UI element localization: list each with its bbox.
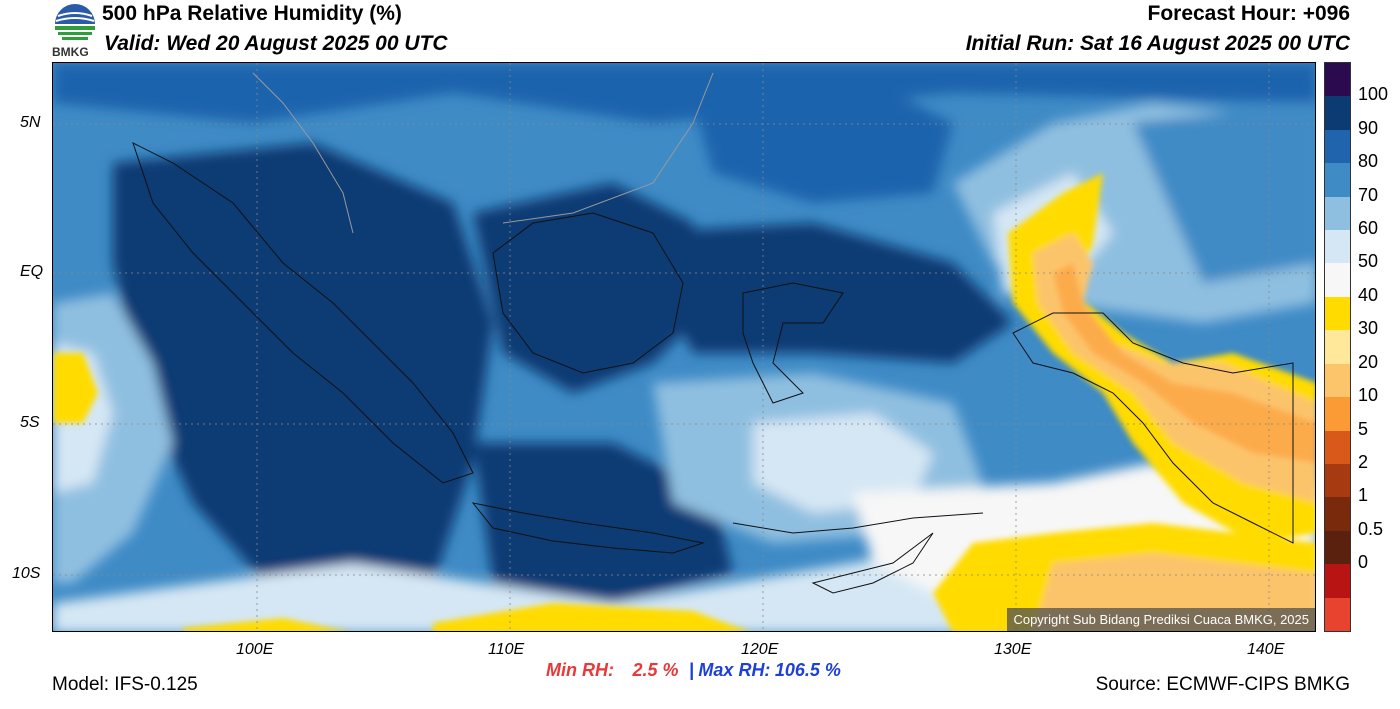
colorbar-segment — [1325, 230, 1350, 264]
colorbar-segment — [1325, 564, 1350, 599]
colorbar-segment — [1325, 597, 1350, 631]
colorbar-segment — [1325, 463, 1350, 498]
logo-text: BMKG — [52, 45, 89, 59]
colorbar-segment — [1325, 163, 1350, 198]
lat-tick-eq: EQ — [20, 263, 44, 280]
initial-run: Initial Run: Sat 16 August 2025 00 UTC — [965, 32, 1350, 55]
colorbar-label: 30 — [1358, 318, 1379, 339]
humidity-field — [53, 63, 1315, 631]
colorbar-label: 80 — [1358, 151, 1379, 172]
colorbar-label: 50 — [1358, 251, 1379, 272]
colorbar-label: 2 — [1358, 451, 1369, 472]
colorbar-segment — [1325, 530, 1350, 565]
colorbar-label: 90 — [1358, 117, 1379, 138]
stats-separator: | — [688, 660, 694, 680]
colorbar-label: 20 — [1358, 351, 1379, 372]
colorbar-segment — [1325, 497, 1350, 532]
colorbar-labels: 100 90 80 70 60 50 40 30 20 10 5 2 1 0.5 0 — [1354, 62, 1400, 632]
colorbar-label: 0.5 — [1358, 518, 1384, 539]
colorbar-segment — [1325, 129, 1350, 164]
lat-tick-5n: 5N — [20, 114, 41, 131]
colorbar-label: 5 — [1358, 418, 1369, 439]
min-rh-value: 2.5 % — [632, 660, 679, 680]
rh-stats: Min RH: 2.5 % | Max RH: 106.5 % — [546, 660, 841, 681]
colorbar-label: 100 — [1358, 84, 1389, 105]
colorbar-segment — [1325, 63, 1350, 97]
lon-tick-100e: 100E — [236, 641, 274, 658]
colorbar — [1324, 62, 1351, 632]
lat-tick-10s: 10S — [12, 565, 41, 582]
colorbar-segment — [1325, 430, 1350, 465]
lon-tick-120e: 120E — [741, 641, 779, 658]
colorbar-segment — [1325, 196, 1350, 231]
lon-tick-140e: 140E — [1247, 641, 1285, 658]
colorbar-label: 60 — [1358, 218, 1379, 239]
colorbar-segment — [1325, 363, 1350, 398]
forecast-hour: Forecast Hour: +096 — [1147, 2, 1351, 25]
min-rh-label: Min RH: — [546, 660, 614, 680]
bmkg-logo-icon — [55, 4, 95, 40]
colorbar-segment — [1325, 96, 1350, 131]
valid-time: Valid: Wed 20 August 2025 00 UTC — [104, 32, 448, 55]
bmkg-logo — [52, 2, 98, 60]
lat-tick-5s: 5S — [20, 414, 40, 431]
page-title: 500 hPa Relative Humidity (%) — [102, 2, 402, 25]
colorbar-segment — [1325, 263, 1350, 298]
lon-tick-110e: 110E — [488, 641, 525, 658]
copyright-label: Copyright Sub Bidang Prediksi Cuaca BMKG… — [1007, 608, 1315, 631]
colorbar-label: 1 — [1358, 485, 1369, 506]
colorbar-segment — [1325, 296, 1350, 331]
model-label: Model: IFS-0.125 — [52, 674, 198, 695]
source-label: Source: ECMWF-CIPS BMKG — [1095, 674, 1350, 695]
max-rh-value: 106.5 % — [774, 660, 841, 680]
humidity-map: Copyright Sub Bidang Prediksi Cuaca BMKG… — [52, 62, 1316, 632]
colorbar-segment — [1325, 330, 1350, 365]
colorbar-label: 70 — [1358, 184, 1379, 205]
colorbar-label: 0 — [1358, 552, 1369, 573]
max-rh-label: Max RH: — [698, 660, 771, 680]
lon-tick-130e: 130E — [994, 641, 1032, 658]
colorbar-segment — [1325, 397, 1350, 432]
colorbar-label: 40 — [1358, 284, 1379, 305]
colorbar-label: 10 — [1358, 385, 1379, 406]
